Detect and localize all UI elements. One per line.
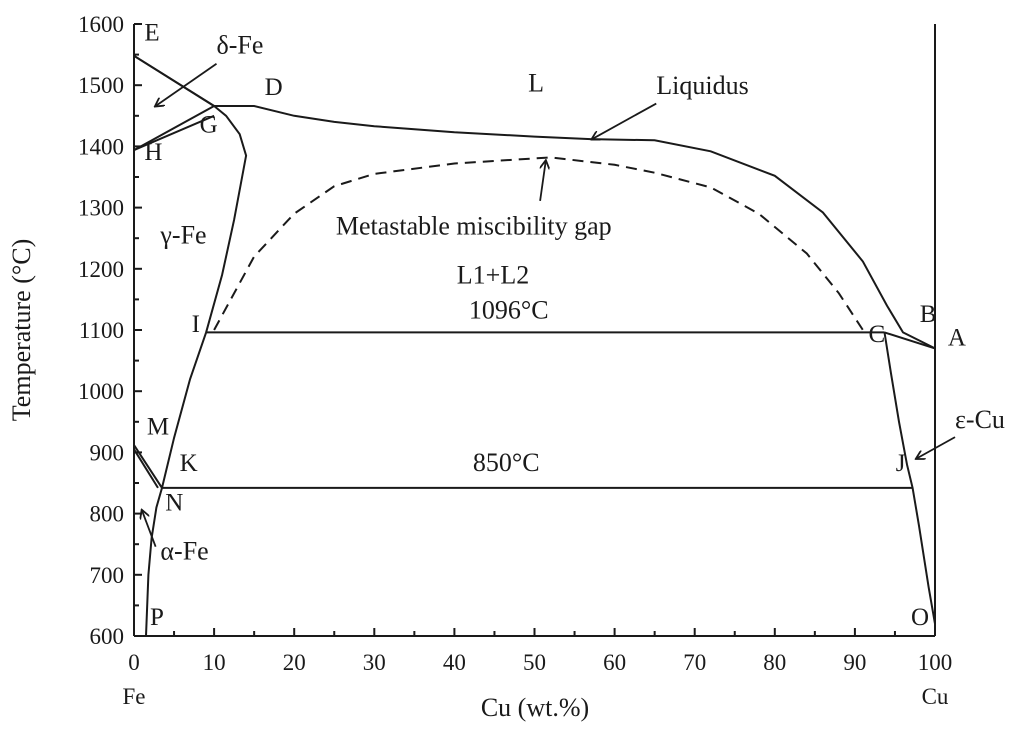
point-label-c: C bbox=[869, 321, 886, 348]
series-layer bbox=[133, 54, 936, 637]
y-axis-title: Temperature (°C) bbox=[7, 239, 36, 422]
y-tick-label: 700 bbox=[90, 563, 125, 588]
annotation-arrow bbox=[917, 436, 956, 458]
phase-boundary-line bbox=[133, 54, 215, 107]
y-tick-label: 1600 bbox=[78, 12, 124, 37]
point-label-o: O bbox=[911, 604, 929, 631]
point-label-m: M bbox=[147, 414, 169, 441]
annotation-1096-c: 1096°C bbox=[469, 295, 549, 324]
phase-boundary-line bbox=[884, 331, 936, 350]
x-tick-label: 100 bbox=[918, 650, 953, 675]
label-layer: E D G H I B C A MKN J P O Lδ-Fe Liquidus Metastable mi… bbox=[144, 20, 1005, 631]
x-tick-label: 70 bbox=[683, 650, 706, 675]
point-label-h: H bbox=[144, 139, 162, 166]
annotation-arrow bbox=[592, 102, 657, 139]
annotation-l: L bbox=[528, 68, 544, 97]
x-end-label-left: Fe bbox=[123, 684, 146, 709]
phase-boundary-line bbox=[133, 114, 215, 152]
x-tick-label: 0 bbox=[128, 650, 140, 675]
annotation-arrow bbox=[539, 161, 546, 201]
plot-frame bbox=[133, 24, 936, 637]
y-tick-label: 1500 bbox=[78, 73, 124, 98]
point-label-a: A bbox=[948, 324, 966, 351]
x-axis-title: Cu (wt.%) bbox=[481, 693, 589, 722]
point-label-e: E bbox=[144, 20, 159, 47]
annotation-fe: γ-Fe bbox=[159, 221, 206, 250]
x-tick-label: 80 bbox=[763, 650, 786, 675]
y-tick-label: 1300 bbox=[78, 196, 124, 221]
phase-boundary-line bbox=[161, 105, 248, 489]
x-ticks: 0 10 20 30 40 50 60 70 80 90 100 bbox=[128, 628, 952, 675]
annotation-cu: ε-Cu bbox=[955, 405, 1005, 434]
arrow-layer bbox=[142, 63, 956, 547]
annotation-l1-l2: L1+L2 bbox=[457, 260, 529, 289]
annotation-metastable-miscibility-gap: Metastable miscibility gap bbox=[336, 212, 612, 241]
point-label-k: K bbox=[180, 450, 198, 477]
y-tick-label: 900 bbox=[90, 440, 125, 465]
y-tick-label: 1400 bbox=[78, 134, 124, 159]
x-tick-label: 40 bbox=[443, 650, 466, 675]
annotation-fe: α-Fe bbox=[160, 537, 208, 566]
annotation-arrow bbox=[156, 63, 218, 106]
x-end-label-right: Cu bbox=[922, 684, 949, 709]
y-tick-label: 600 bbox=[90, 624, 125, 649]
x-tick-label: 50 bbox=[523, 650, 546, 675]
y-tick-label: 1200 bbox=[78, 257, 124, 282]
y-ticks: 600 700 800 900 1000 1100 1200 1300 1400 1500 1600 bbox=[78, 12, 142, 649]
point-label-j: J bbox=[896, 450, 906, 477]
point-label-d: D bbox=[265, 74, 283, 101]
annotation-850-c: 850°C bbox=[473, 448, 540, 477]
point-label-p: P bbox=[150, 604, 164, 631]
x-tick-label: 20 bbox=[283, 650, 306, 675]
y-tick-label: 1100 bbox=[79, 318, 124, 343]
metastable-miscibility-gap-line bbox=[213, 156, 864, 331]
annotation-fe: δ-Fe bbox=[217, 30, 264, 59]
annotation-liquidus: Liquidus bbox=[656, 71, 748, 100]
phase-boundary-line bbox=[133, 448, 159, 489]
point-label-n: N bbox=[165, 490, 183, 517]
point-label-i: I bbox=[192, 311, 200, 338]
x-tick-label: 60 bbox=[603, 650, 626, 675]
point-label-b: B bbox=[920, 301, 937, 328]
annotation-arrow bbox=[142, 511, 157, 547]
x-tick-label: 10 bbox=[203, 650, 226, 675]
point-label-g: G bbox=[200, 111, 218, 138]
phase-boundary-line bbox=[883, 332, 936, 624]
y-tick-label: 800 bbox=[90, 502, 125, 527]
phase-boundary-line bbox=[133, 105, 215, 151]
phase-boundary-line bbox=[133, 444, 163, 489]
x-tick-label: 30 bbox=[363, 650, 386, 675]
x-tick-label: 90 bbox=[843, 650, 866, 675]
y-tick-label: 1000 bbox=[78, 379, 124, 404]
